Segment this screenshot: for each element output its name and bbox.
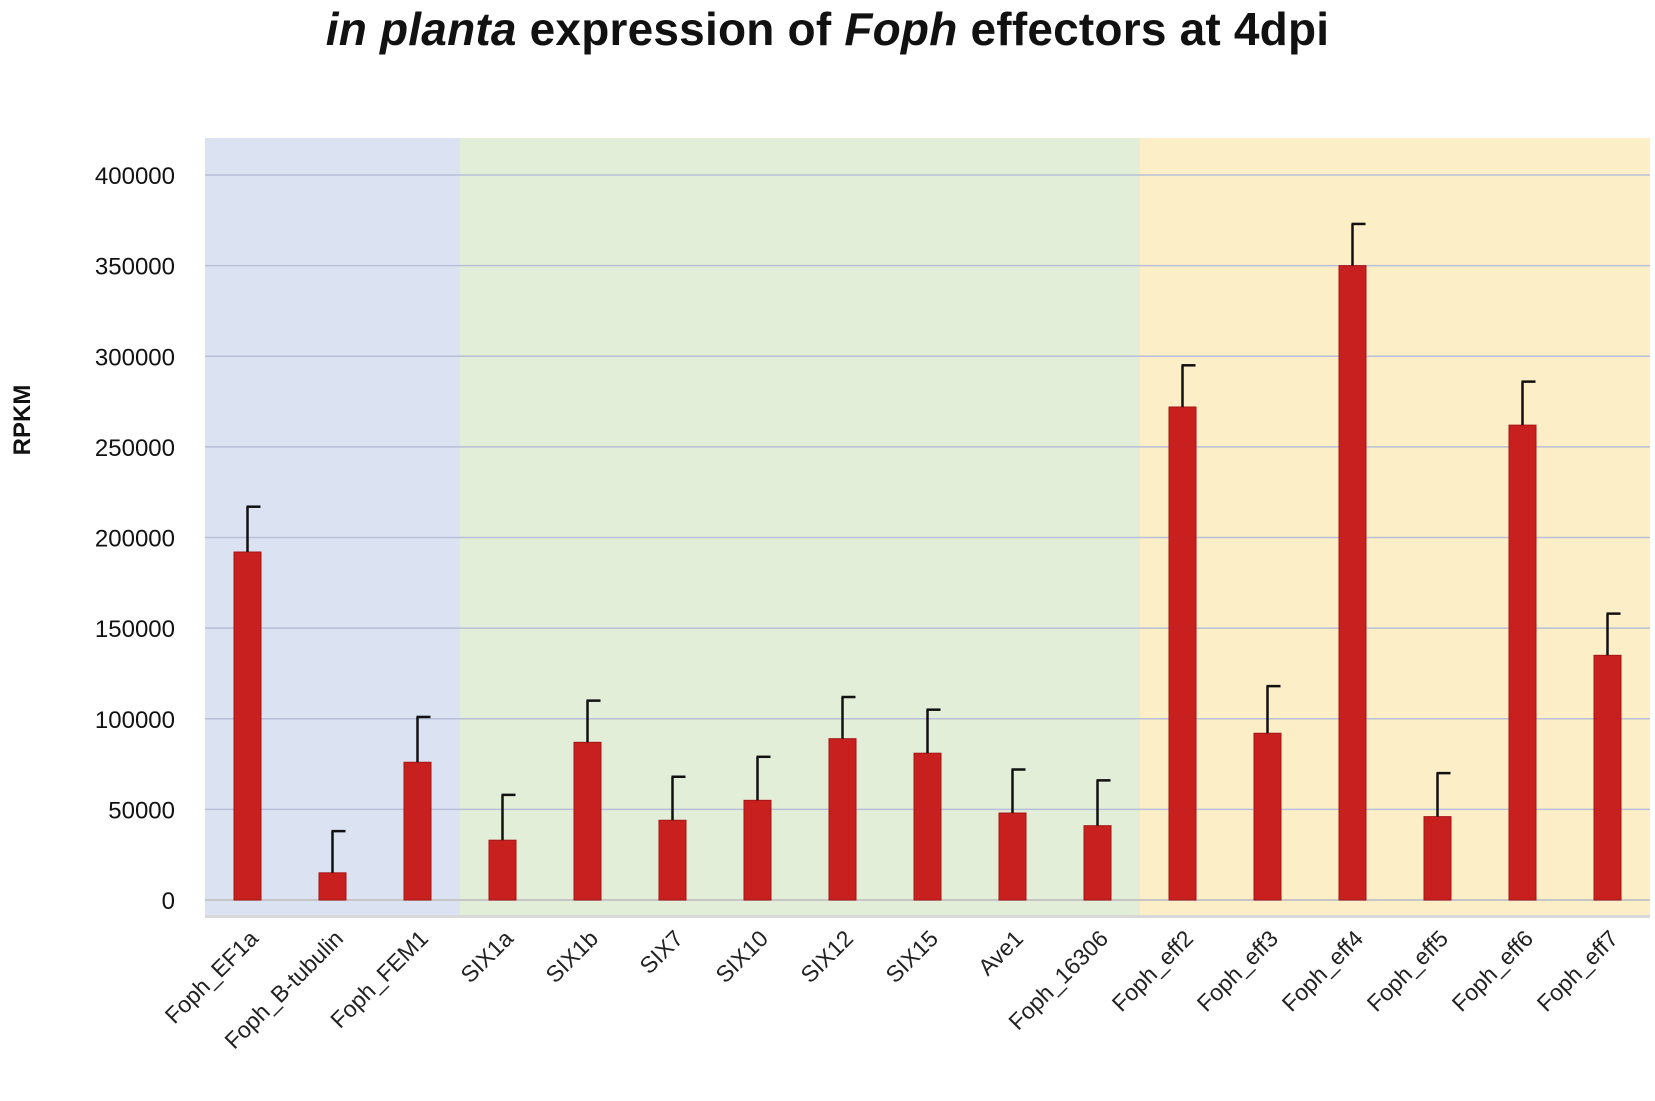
x-tick-label: Foph_eff2 [1107,925,1198,1016]
band-new-effectors [1140,138,1650,915]
y-tick-label: 250000 [95,435,175,462]
bar-Foph_FEM1 [403,761,432,901]
bar-SIX12 [828,738,857,901]
y-tick-label: 300000 [95,344,175,371]
y-tick-label: 350000 [95,254,175,281]
x-tick-label: SIX10 [710,925,773,988]
x-tick-label: Ave1 [973,925,1028,980]
bar-Foph_eff7 [1593,654,1622,901]
bar-Foph_B-tubulin [318,872,347,901]
bar-Foph_eff2 [1168,406,1197,901]
chart-title-part-1: in planta [325,3,517,55]
y-axis-title: RPKM [9,385,36,456]
bar-Foph_eff4 [1338,265,1367,901]
bar-SIX7 [658,819,687,901]
bar-Ave1 [998,812,1027,901]
y-tick-labels: 0 50000 100000 150000 200000 250000 300000 3500… [95,163,175,915]
bar-Foph_eff5 [1423,816,1452,901]
bar-SIX1b [573,741,602,901]
band-shadow [205,915,1650,918]
y-tick-label: 150000 [95,616,175,643]
bar-Foph_EF1a [233,551,262,901]
x-tick-label: SIX15 [880,925,943,988]
error-bars [246,222,1621,873]
bar-Foph_eff6 [1508,424,1537,901]
y-tick-label: 50000 [108,797,175,824]
chart-title: in planta expression of Foph effectors a… [0,2,1655,56]
x-tick-label: SIX1a [455,925,518,988]
bars [233,265,1622,901]
x-tick-label: SIX7 [634,925,688,979]
x-tick-label: Foph_eff6 [1447,925,1538,1016]
bar-Foph_16306 [1083,825,1112,901]
x-tick-label: Foph_eff7 [1532,925,1623,1016]
x-tick-label: Foph_eff3 [1192,925,1283,1016]
bar-SIX1a [488,839,517,901]
bar-SIX10 [743,799,772,901]
y-tick-label: 200000 [95,526,175,553]
band-known-effectors [460,138,1140,915]
x-tick-label: Foph_eff4 [1277,925,1368,1016]
chart-title-part-4: effectors at 4dpi [957,3,1330,55]
x-tick-label: SIX1b [540,925,603,988]
chart-title-part-2: expression of [516,3,845,55]
bar-Foph_eff3 [1253,732,1282,901]
x-tick-label: Foph_eff5 [1362,925,1453,1016]
y-tick-label: 400000 [95,163,175,190]
x-tick-label: SIX12 [795,925,858,988]
chart-title-part-3: Foph [844,3,958,55]
bar-SIX15 [913,752,942,901]
y-tick-label: 100000 [95,707,175,734]
y-tick-label: 0 [162,888,175,915]
